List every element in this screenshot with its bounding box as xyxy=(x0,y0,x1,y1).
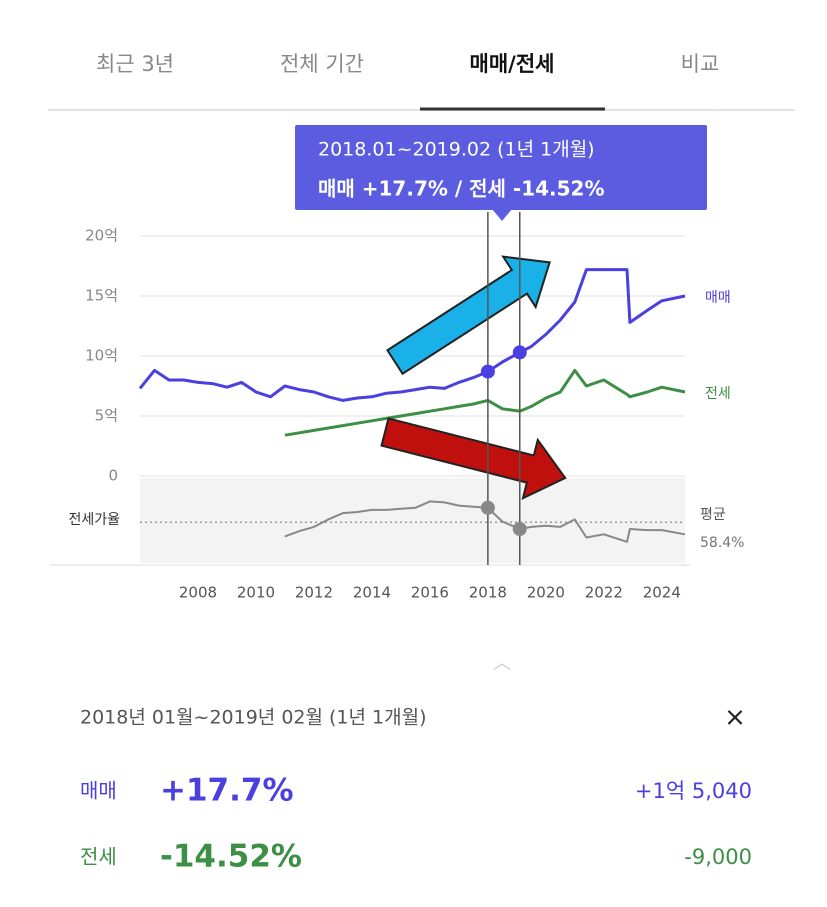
x-tick-label: 2020 xyxy=(527,584,565,602)
tooltip-text: 매매 +17.7% / 전세 -14.52% xyxy=(318,177,605,201)
selection-marker xyxy=(480,500,495,515)
close-button[interactable]: × xyxy=(724,703,746,733)
average-name: 평균 xyxy=(700,507,726,523)
summary-change: -14.52% xyxy=(160,839,302,875)
tab[interactable]: 비교 xyxy=(681,52,720,76)
y-tick-label: 20억 xyxy=(85,227,118,245)
summary-amount: +1억 5,040 xyxy=(635,779,752,803)
x-tick-label: 2014 xyxy=(353,584,391,602)
summary-period: 2018년 01월~2019년 02월 (1년 1개월) xyxy=(80,707,427,729)
tab[interactable]: 전체 기간 xyxy=(280,52,364,76)
series-line xyxy=(284,500,686,543)
x-tick-label: 2016 xyxy=(411,584,449,602)
y-tick-label: 15억 xyxy=(85,287,118,305)
x-tick-label: 2018 xyxy=(469,584,507,602)
summary-name: 전세 xyxy=(80,845,117,869)
average-label: 58.4% xyxy=(700,535,744,551)
x-tick-label: 2010 xyxy=(237,584,275,602)
tooltip-box xyxy=(295,125,707,210)
x-tick-label: 2022 xyxy=(585,584,623,602)
tab[interactable]: 매매/전세 xyxy=(470,52,555,76)
summary-name: 매매 xyxy=(80,779,117,803)
summary-amount: -9,000 xyxy=(684,845,752,869)
selection-marker xyxy=(480,364,495,379)
x-tick-label: 2024 xyxy=(643,584,681,602)
x-tick-label: 2012 xyxy=(295,584,333,602)
annotation-arrow xyxy=(386,255,551,376)
series-label: 전세 xyxy=(705,386,731,402)
tooltip-pointer xyxy=(492,209,512,221)
x-tick-label: 2008 xyxy=(179,584,217,602)
expand-icon[interactable]: ︿ xyxy=(493,653,511,674)
y-tick-label: 5억 xyxy=(95,407,118,425)
ratio-panel xyxy=(140,478,685,563)
series-label: 매매 xyxy=(705,290,731,306)
y-tick-label: 0 xyxy=(108,467,118,485)
tooltip-period: 2018.01~2019.02 (1년 1개월) xyxy=(318,139,595,161)
summary-change: +17.7% xyxy=(160,773,294,809)
series-line xyxy=(284,368,686,437)
selection-marker xyxy=(512,522,527,536)
series-label: 전세가율 xyxy=(68,512,120,528)
series-line xyxy=(138,268,686,402)
tab[interactable]: 최근 3년 xyxy=(96,52,174,76)
selection-marker xyxy=(512,345,527,360)
y-tick-label: 10억 xyxy=(85,347,118,365)
